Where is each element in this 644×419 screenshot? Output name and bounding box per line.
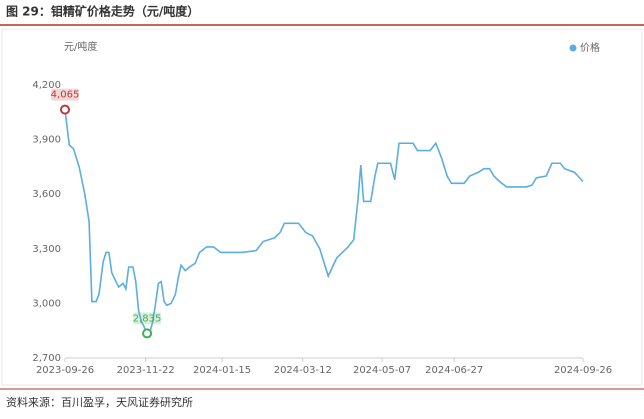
y-unit: 元/吨度 [64, 40, 97, 53]
y-tick-label: 4,200 [32, 80, 61, 91]
annotation-box [133, 312, 162, 325]
annotation-label: 4,065 [51, 90, 80, 101]
legend-label: 价格 [580, 41, 600, 54]
annotation-label: 2,835 [133, 313, 162, 324]
annotation-box [51, 88, 79, 101]
x-tick-label: 2024-05-07 [353, 365, 411, 376]
x-tick-label: 2023-11-22 [117, 365, 175, 376]
source: 资料来源：百川盈孚，天风证券研究所 [6, 395, 193, 409]
chart-frame [1, 28, 643, 386]
x-tick-label: 2024-03-12 [274, 365, 332, 376]
y-tick-label: 3,000 [32, 298, 61, 309]
annotation-marker [142, 328, 153, 339]
chart-title: 图 29：钼精矿价格走势（元/吨度） [6, 4, 199, 19]
x-tick-label: 2024-09-26 [554, 365, 612, 376]
x-tick-label: 2023-09-26 [36, 365, 94, 376]
price-line [64, 109, 584, 335]
x-tick-label: 2024-06-27 [425, 365, 483, 376]
y-tick-label: 3,900 [32, 135, 61, 146]
annotation-marker [60, 104, 70, 115]
y-tick-label: 2,700 [32, 353, 61, 364]
legend-marker [569, 44, 577, 52]
y-tick-label: 3,300 [32, 244, 61, 255]
x-tick-label: 2024-01-15 [193, 365, 251, 376]
y-tick-label: 3,600 [32, 189, 61, 200]
